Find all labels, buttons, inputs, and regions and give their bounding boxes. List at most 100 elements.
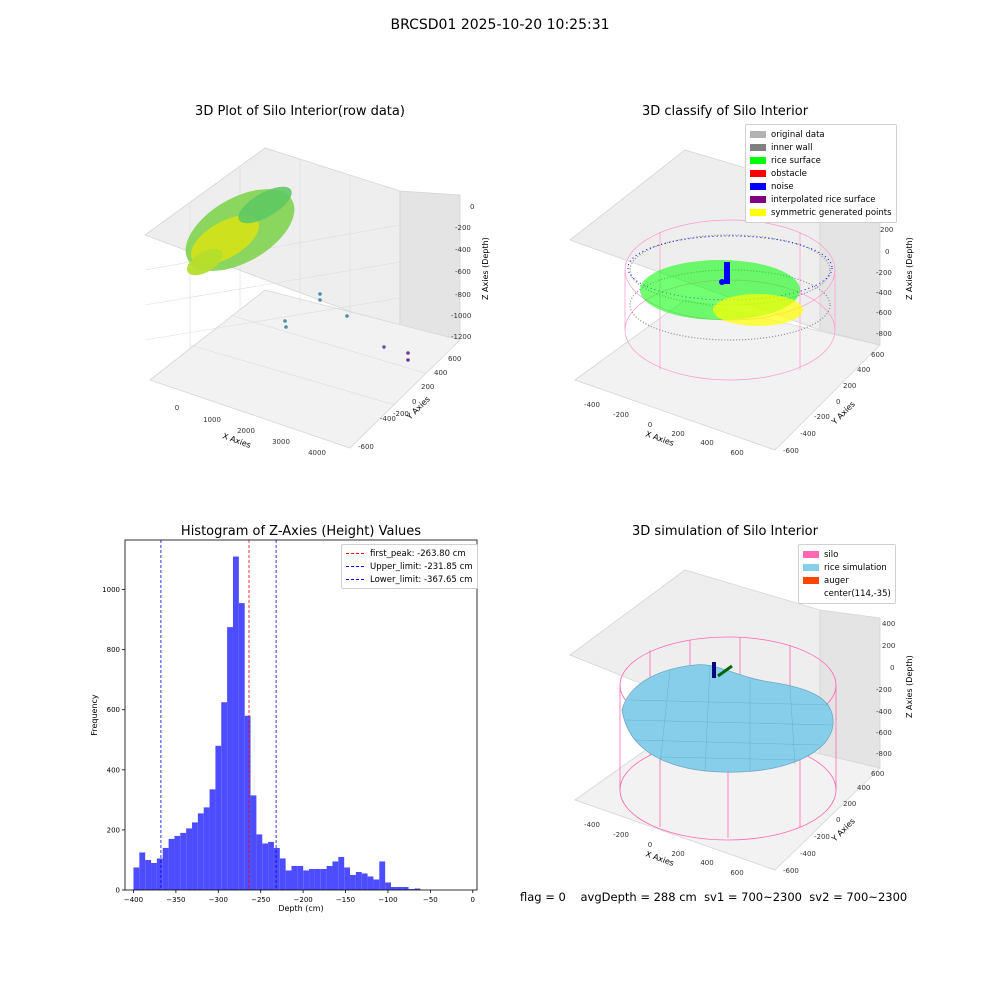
avg-depth-text: avgDepth = 288 cm	[580, 890, 697, 904]
histogram-bar	[221, 702, 228, 890]
histogram-ytick-label: 200	[107, 826, 120, 834]
histogram-bar	[262, 843, 269, 890]
panel2-xtick: -200	[613, 411, 629, 419]
histogram-bar	[174, 835, 181, 890]
panel2-ztick: 0	[885, 248, 889, 256]
panel1-ztick: -400	[455, 246, 471, 254]
histogram-bar	[326, 865, 333, 890]
panel1-ytick: -400	[380, 415, 396, 423]
histogram-bar	[209, 789, 216, 890]
histogram-bar	[314, 868, 321, 890]
panel2-ylabel: Y Axies	[829, 400, 857, 428]
histogram-bar	[227, 627, 233, 890]
panel2-ztick: -600	[876, 309, 892, 317]
panel1-xtick: 2000	[237, 427, 255, 435]
legend-item-inner-wall: inner wall	[750, 141, 892, 154]
panel2-xtick: 400	[700, 439, 713, 447]
panel4-xtick: -200	[613, 831, 629, 839]
histogram-xticks: −400 −350 −300 −250 −200 −150 −100 −50 0	[124, 890, 475, 904]
histogram-bar	[285, 870, 292, 890]
panel1-ytick: -600	[358, 443, 374, 451]
histogram-bar	[373, 879, 380, 890]
histogram-xtick-label: 0	[471, 896, 475, 904]
histogram-xtick-label: −400	[124, 896, 143, 904]
panel3-histogram: −400 −350 −300 −250 −200 −150 −100 −50 0 0 200 400…	[90, 539, 478, 913]
sv1-text: sv1 = 700~2300	[704, 890, 802, 904]
histogram-xtick-label: −150	[336, 896, 355, 904]
panel2-auger-noise	[719, 262, 730, 285]
histogram-xtick-label: −100	[378, 896, 397, 904]
panel1-ztick: -200	[455, 224, 471, 232]
sv2-text: sv2 = 700~2300	[809, 890, 908, 904]
panel4-ytick: 200	[843, 800, 856, 808]
panel2-ztick: -400	[876, 289, 892, 297]
panel2-xtick: 200	[671, 430, 684, 438]
histogram-bar	[238, 603, 245, 890]
histogram-bar	[145, 859, 152, 890]
histogram-bar	[215, 745, 222, 890]
panel4-xtick: 200	[671, 850, 684, 858]
panel4-auger	[712, 662, 733, 678]
panel1-ztick: -600	[455, 268, 471, 276]
histogram-ylabel: Frequency	[90, 694, 99, 736]
histogram-bar	[396, 886, 403, 890]
panel3-legend: first_peak: -263.80 cm Upper_limit: -231…	[341, 544, 478, 589]
legend-item-first-peak: first_peak: -263.80 cm	[346, 547, 473, 560]
panel2-xtick: 0	[648, 421, 652, 429]
histogram-bar	[151, 862, 157, 890]
legend-item-interpolated: interpolated rice surface	[750, 193, 892, 206]
legend-item-obstacle: obstacle	[750, 167, 892, 180]
histogram-bar	[309, 868, 315, 890]
panel1-ytick: 600	[448, 355, 461, 363]
panel1-xtick: 4000	[308, 449, 326, 457]
histogram-vlines	[160, 540, 277, 890]
histogram-ytick-label: 800	[107, 646, 120, 654]
panel1-ztick: -1000	[451, 312, 471, 320]
histogram-bar	[192, 822, 198, 890]
flag-text: flag = 0	[520, 890, 566, 904]
histogram-bar	[361, 873, 368, 890]
panel4-rice-mesh	[625, 664, 833, 773]
histogram-bar	[156, 858, 163, 890]
panel3-title: Histogram of Z-Axies (Height) Values	[180, 524, 422, 539]
legend-item-upper-limit: Upper_limit: -231.85 cm	[346, 560, 473, 573]
panel1-ztick: -800	[455, 291, 471, 299]
histogram-bar	[139, 852, 146, 890]
histogram-bar	[133, 867, 140, 890]
histogram-xtick-label: −250	[251, 896, 270, 904]
panel2-xtick: -400	[584, 401, 600, 409]
histogram-bar	[232, 556, 239, 890]
histogram-bar	[244, 715, 251, 890]
panel2-ytick: -600	[783, 447, 799, 455]
panel2-symmetric-points	[713, 294, 803, 326]
histogram-bar	[268, 841, 274, 890]
panel1-outlier-points	[283, 292, 410, 362]
histogram-bar	[273, 847, 280, 890]
panel1-title: 3D Plot of Silo Interior(row data)	[195, 104, 405, 119]
panel4-ylabel: Y Axies	[829, 817, 857, 845]
panel4-xtick: -400	[584, 821, 600, 829]
panel2-floor	[574, 299, 881, 451]
legend-item-noise: noise	[750, 180, 892, 193]
histogram-bar	[355, 871, 362, 890]
histogram-bar	[402, 886, 409, 890]
histogram-xtick-label: −50	[423, 896, 438, 904]
panel1-xtick: 1000	[203, 416, 221, 424]
histogram-bar	[367, 876, 374, 890]
panel4-rice-simulation	[621, 664, 834, 773]
panel2-zlabel: Z Axies (Depth)	[905, 237, 914, 300]
panel2-ytick: 600	[871, 351, 884, 359]
panel4-ztick: 0	[890, 664, 894, 672]
panel4-ztick: -200	[876, 686, 892, 694]
panel4-ytick: 0	[836, 816, 840, 824]
histogram-bar	[256, 834, 263, 890]
panel4-3d-axes: -400 -200 0 200 400 600 -600 -400 -200 0…	[569, 569, 914, 877]
histogram-bar	[338, 856, 345, 890]
histogram-bar	[379, 861, 386, 890]
panel1-floor	[149, 289, 461, 449]
status-footer: flag = 0 avgDepth = 288 cm sv1 = 700~230…	[520, 890, 907, 904]
panel1-ztick: -1200	[451, 333, 471, 341]
panel4-ztick: -600	[876, 729, 892, 737]
panel4-legend: silo rice simulation auger center(114,-3…	[798, 544, 896, 604]
histogram-bar	[162, 847, 169, 890]
